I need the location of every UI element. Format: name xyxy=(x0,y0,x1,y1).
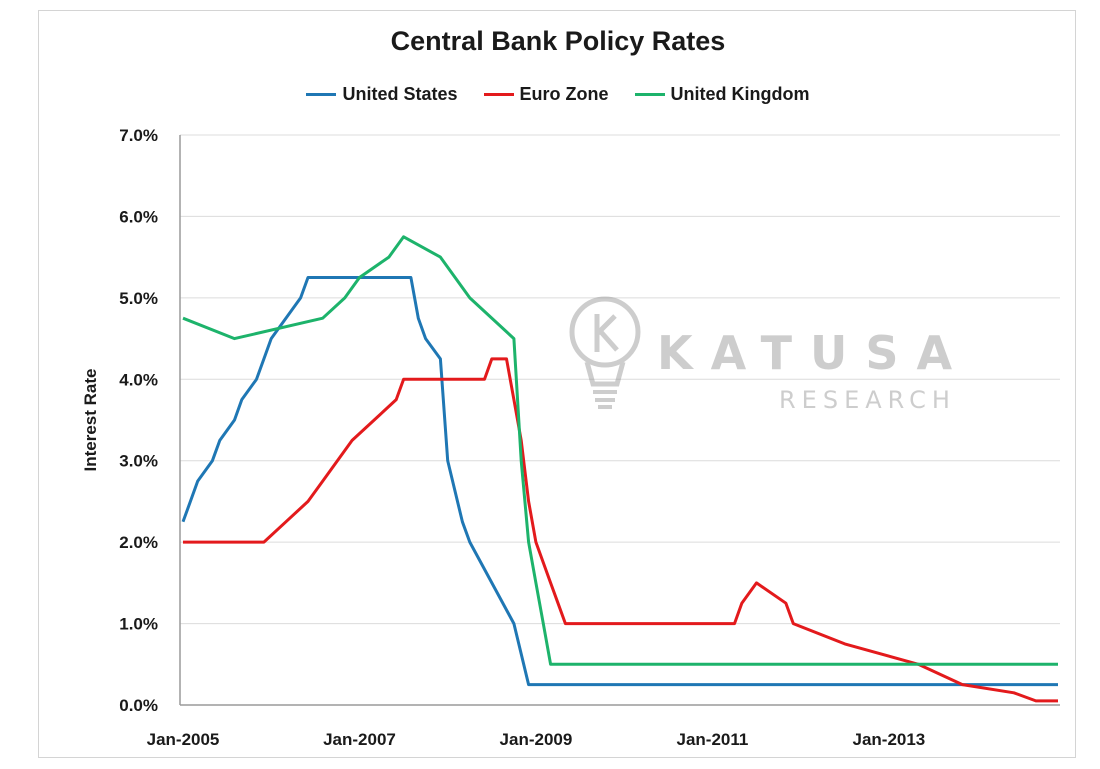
watermark-sub: RESEARCH xyxy=(779,386,956,414)
watermark-name: KATUSA xyxy=(657,326,971,380)
y-tick-label: 2.0% xyxy=(119,533,158,552)
katusa-watermark: KATUSA RESEARCH xyxy=(565,292,975,417)
legend-swatch-united-states xyxy=(306,93,337,96)
legend-label-united-kingdom: United Kingdom xyxy=(670,84,810,104)
x-tick-label: Jan-2009 xyxy=(500,730,573,749)
legend-item-united-kingdom: United Kingdom xyxy=(634,84,810,105)
lightbulb-k-logo-icon xyxy=(569,296,641,409)
x-tick-label: Jan-2005 xyxy=(147,730,220,749)
chart-legend: United States Euro Zone United Kingdom xyxy=(0,84,1100,105)
y-tick-label: 4.0% xyxy=(119,370,158,389)
y-axis-label: Interest Rate xyxy=(81,369,100,472)
series-line-united-kingdom xyxy=(182,235,1058,666)
y-tick-label: 3.0% xyxy=(119,452,158,471)
legend-label-united-states: United States xyxy=(342,84,458,104)
x-tick-label: Jan-2013 xyxy=(852,730,925,749)
y-tick-label: 1.0% xyxy=(119,615,158,634)
x-tick-label: Jan-2011 xyxy=(676,730,748,749)
y-tick-label: 7.0% xyxy=(119,126,158,145)
series-line-euro-zone xyxy=(183,357,1058,703)
y-tick-label: 6.0% xyxy=(119,207,158,226)
x-tick-label: Jan-2007 xyxy=(323,730,396,749)
y-tick-label: 5.0% xyxy=(119,289,158,308)
legend-item-united-states: United States xyxy=(306,84,458,105)
legend-swatch-united-kingdom xyxy=(634,93,665,96)
x-tick-labels: Jan-2005 Jan-2007 Jan-2009 Jan-2011 Jan-2013 xyxy=(147,730,926,749)
series-lines xyxy=(181,235,1058,703)
legend-item-euro-zone: Euro Zone xyxy=(483,84,609,105)
y-tick-label: 0.0% xyxy=(119,696,158,715)
y-tick-labels: 0.0% 1.0% 2.0% 3.0% 4.0% 5.0% 6.0% 7.0% xyxy=(119,126,158,715)
legend-swatch-euro-zone xyxy=(483,93,514,96)
series-line-united-states xyxy=(181,276,1058,687)
legend-label-euro-zone: Euro Zone xyxy=(519,84,609,104)
chart-title: Central Bank Policy Rates xyxy=(390,26,726,56)
